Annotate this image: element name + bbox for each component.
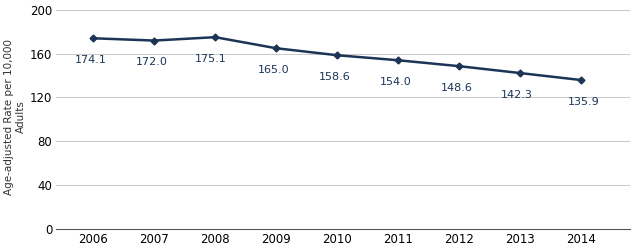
Text: 165.0: 165.0 bbox=[257, 65, 289, 75]
Text: 142.3: 142.3 bbox=[501, 90, 533, 100]
Text: 148.6: 148.6 bbox=[441, 83, 472, 93]
Text: 172.0: 172.0 bbox=[135, 57, 167, 67]
Text: 158.6: 158.6 bbox=[318, 72, 350, 82]
Text: 175.1: 175.1 bbox=[195, 54, 227, 64]
Text: 154.0: 154.0 bbox=[379, 77, 411, 87]
Text: 174.1: 174.1 bbox=[74, 55, 107, 65]
Y-axis label: Age-adjusted Rate per 10,000
Adults: Age-adjusted Rate per 10,000 Adults bbox=[4, 38, 26, 194]
Text: 135.9: 135.9 bbox=[568, 97, 600, 107]
